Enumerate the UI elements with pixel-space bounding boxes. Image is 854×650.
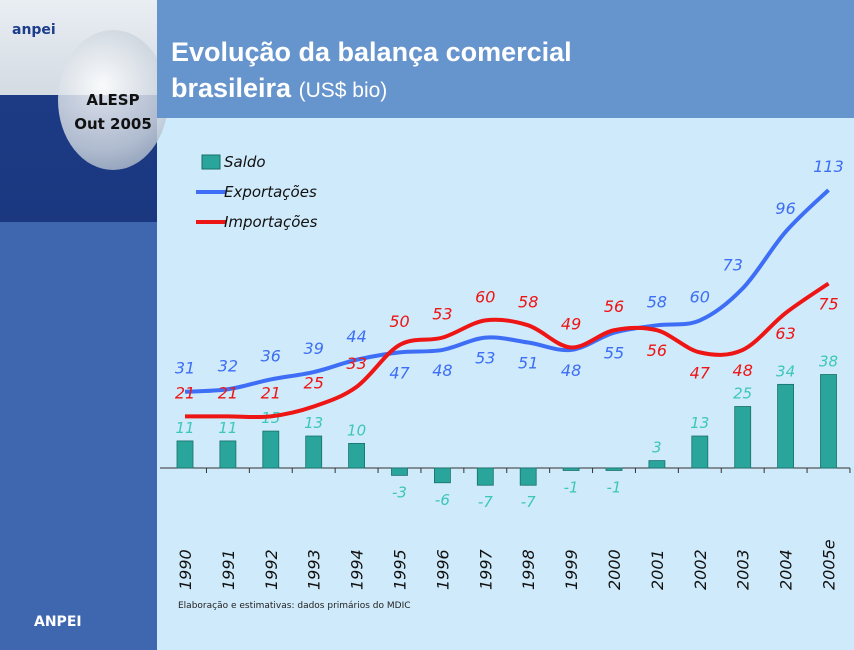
title-block: Evolução da balança comercial brasileira… (171, 34, 651, 109)
globe (58, 30, 168, 170)
x-tick-label: 1995 (391, 549, 410, 590)
footer: ANPEI (34, 614, 82, 630)
legend-label: Importações (224, 213, 318, 231)
x-tick-label: 1990 (176, 549, 195, 590)
bar-label: -7 (478, 493, 493, 511)
bar-label: 10 (347, 421, 366, 439)
data-label: 53 (432, 305, 452, 324)
legend-label: Saldo (224, 153, 266, 171)
bar (348, 442, 366, 469)
sidebar-image: anpei ALESP Out 2005 (0, 0, 168, 222)
data-label: 56 (604, 297, 624, 316)
bar-label: -6 (435, 491, 450, 509)
data-label: 47 (389, 363, 410, 382)
data-label: 33 (346, 354, 366, 373)
data-label: 44 (346, 327, 366, 346)
bar-label: 13 (690, 414, 709, 432)
bar (176, 440, 194, 469)
data-label: 31 (175, 359, 195, 378)
bar-label: -3 (392, 483, 407, 501)
x-tick-label: 2000 (605, 549, 624, 590)
bar-label: 34 (776, 362, 795, 380)
line (184, 188, 830, 394)
data-label: 36 (261, 346, 281, 365)
x-tick-label: 2003 (734, 549, 753, 590)
data-label: 53 (475, 349, 495, 368)
data-label: 96 (775, 199, 795, 218)
data-label: 25 (304, 374, 324, 393)
x-tick-label: 1998 (519, 549, 538, 590)
data-label: 21 (261, 383, 281, 402)
x-tick-label: 1999 (562, 549, 581, 590)
x-tick-label: 1997 (476, 548, 495, 590)
data-label: 21 (175, 383, 195, 402)
event-name: ALESP (86, 91, 140, 109)
data-label: 63 (775, 324, 795, 343)
data-label: 60 (475, 287, 495, 306)
data-label: 60 (690, 287, 710, 306)
data-label: 73 (723, 255, 743, 274)
line (185, 281, 830, 420)
bar (262, 430, 280, 469)
x-tick-label: 1996 (433, 549, 452, 590)
data-label: 49 (561, 314, 581, 333)
unit: (US$ bio) (298, 79, 388, 102)
bar (734, 406, 752, 469)
bar-label: 11 (175, 419, 194, 437)
x-tick-label: 2002 (691, 549, 710, 590)
bar-label: -1 (564, 478, 579, 496)
note: Elaboração e estimativas: dados primário… (178, 601, 411, 611)
data-label: 51 (518, 354, 538, 373)
data-label: 58 (518, 292, 538, 311)
header: Evolução da balança comercial brasileira… (157, 0, 854, 118)
legend-swatch (201, 154, 221, 170)
x-tick-label: 2004 (777, 549, 796, 590)
data-label: 58 (647, 292, 667, 311)
bar (648, 460, 666, 469)
data-label: 32 (218, 356, 238, 375)
data-label: 47 (690, 363, 711, 382)
bar-label: 13 (304, 414, 323, 432)
bar (562, 467, 580, 471)
x-tick-label: 2001 (648, 549, 667, 590)
bar (777, 383, 794, 469)
data-label: 39 (304, 339, 324, 358)
bar (433, 467, 451, 484)
bar (605, 467, 623, 471)
x-tick-label: 1993 (305, 549, 324, 590)
bar (305, 435, 323, 469)
event: ALESP Out 2005 (68, 88, 158, 136)
data-label: 48 (733, 361, 753, 380)
data-label: 21 (218, 383, 238, 402)
legend-label: Exportações (224, 183, 317, 201)
x-tick-label: 1992 (262, 549, 281, 590)
data-label: 55 (604, 344, 624, 363)
x-tick-label: 2005e (820, 539, 839, 590)
bar-label: 3 (652, 439, 662, 457)
x-tick-label: 1994 (348, 549, 367, 590)
event-date: Out 2005 (74, 115, 152, 133)
bar-label: 38 (819, 353, 838, 371)
bar-label: 25 (733, 385, 752, 403)
bar-label: -7 (521, 493, 536, 511)
bar-label: -1 (607, 478, 622, 496)
data-label: 48 (561, 361, 581, 380)
bar (519, 467, 537, 486)
data-label: 113 (813, 157, 844, 176)
data-label: 56 (647, 341, 667, 360)
logo: anpei (12, 22, 56, 38)
bar (691, 435, 709, 469)
x-tick-label: 1991 (219, 549, 238, 590)
bar (219, 440, 237, 469)
data-label: 75 (818, 295, 838, 314)
data-label: 50 (389, 312, 409, 331)
bar (820, 374, 837, 469)
chart-title: Evolução da balança comercial brasileira (171, 37, 572, 103)
bar (391, 467, 408, 476)
data-label: 48 (432, 361, 452, 380)
bar (476, 467, 494, 486)
bar-label: 11 (218, 419, 237, 437)
